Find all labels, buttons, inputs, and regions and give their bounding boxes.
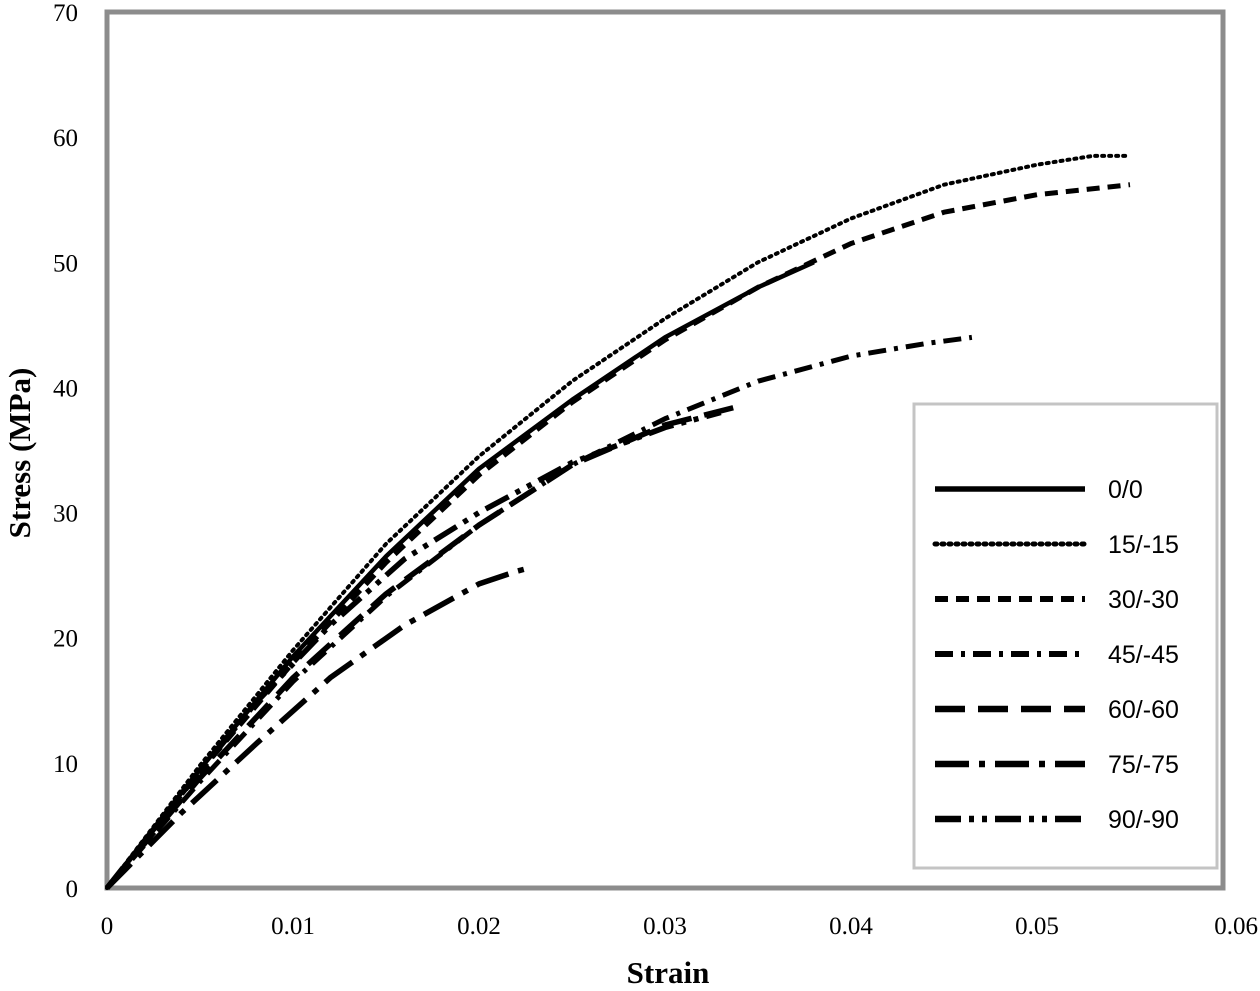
plot-area-border bbox=[104, 9, 1226, 891]
x-tick-label: 0.02 bbox=[457, 913, 501, 940]
legend-label: 90/-90 bbox=[1108, 806, 1179, 834]
legend-item: 90/-90 bbox=[935, 806, 1179, 834]
x-axis-title: Strain bbox=[627, 955, 710, 990]
legend-label: 60/-60 bbox=[1108, 696, 1179, 724]
legend-item: 0/0 bbox=[935, 476, 1143, 504]
legend-item: 45/-45 bbox=[935, 641, 1179, 669]
legend-box bbox=[912, 402, 1219, 870]
x-tick-label: 0.03 bbox=[643, 913, 687, 940]
series-lines bbox=[104, 153, 1132, 890]
series-line-75-75 bbox=[105, 566, 527, 890]
legend-label: 75/-75 bbox=[1108, 751, 1179, 779]
x-tick-label: 0.04 bbox=[829, 913, 873, 940]
x-tick-label: 0.01 bbox=[271, 913, 315, 940]
series-line-90-90 bbox=[104, 409, 722, 890]
legend-label: 45/-45 bbox=[1108, 641, 1179, 669]
series-line-0-0 bbox=[105, 260, 815, 890]
series-line-15-15 bbox=[105, 153, 1132, 890]
y-tick-label: 30 bbox=[53, 501, 78, 528]
series-line-60-60 bbox=[104, 403, 741, 890]
legend-label: 0/0 bbox=[1108, 476, 1143, 504]
y-tick-label: 50 bbox=[53, 250, 78, 277]
legend-item: 30/-30 bbox=[935, 586, 1179, 614]
legend: 0/0 15/-15 30/-30 45/-45 60/-60 75/-75 90/-90 bbox=[912, 402, 1219, 870]
legend-label: 30/-30 bbox=[1108, 586, 1179, 614]
legend-item: 15/-15 bbox=[932, 531, 1179, 559]
y-tick-label: 60 bbox=[53, 125, 78, 152]
y-axis-title: Stress (MPa) bbox=[2, 368, 37, 539]
y-tick-label: 20 bbox=[53, 626, 78, 653]
x-tick-label: 0.05 bbox=[1015, 913, 1059, 940]
legend-item: 60/-60 bbox=[935, 696, 1179, 724]
x-tick-label: 0 bbox=[101, 913, 114, 940]
series-line-45-45 bbox=[105, 334, 973, 890]
y-tick-label: 40 bbox=[53, 375, 78, 402]
y-tick-label: 70 bbox=[53, 0, 78, 27]
y-tick-labels: 0 10 20 30 40 50 60 70 bbox=[53, 0, 78, 903]
legend-items: 0/0 15/-15 30/-30 45/-45 60/-60 75/-75 90/-90 bbox=[932, 476, 1179, 834]
x-tick-labels: 0 0.01 0.02 0.03 0.04 0.05 0.06 bbox=[101, 913, 1258, 940]
legend-label: 15/-15 bbox=[1108, 531, 1179, 559]
y-tick-label: 0 bbox=[66, 876, 79, 903]
legend-item: 75/-75 bbox=[935, 751, 1179, 779]
x-tick-label: 0.06 bbox=[1214, 913, 1258, 940]
y-tick-label: 10 bbox=[53, 751, 78, 778]
